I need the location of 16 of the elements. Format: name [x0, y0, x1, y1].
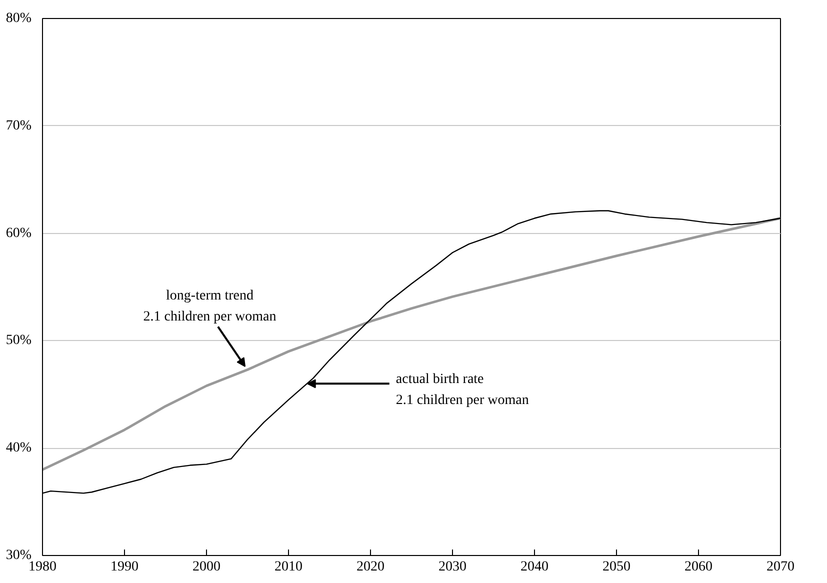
y-tick-label: 40%	[6, 440, 32, 456]
annotation: actual birth rate 2.1 children per woman	[396, 372, 529, 408]
y-tick-label: 60%	[6, 226, 32, 241]
y-tick-label: 70%	[6, 118, 32, 134]
x-tick-label: 2060	[684, 560, 712, 574]
y-tick-label: 80%	[6, 11, 32, 26]
annotation: long-term trend 2.1 children per woman	[143, 288, 276, 325]
x-tick-label: 2030	[438, 560, 466, 574]
x-tick-label: 1990	[110, 560, 138, 574]
x-tick-label: 2050	[602, 560, 630, 574]
x-tick-label: 2040	[520, 560, 548, 574]
y-tick-label: 50%	[6, 333, 32, 348]
x-tick-label: 2020	[356, 560, 384, 574]
x-tick-label: 2000	[192, 560, 220, 574]
x-tick-label: 2010	[274, 560, 302, 574]
x-tick-label: 2070	[766, 560, 794, 574]
